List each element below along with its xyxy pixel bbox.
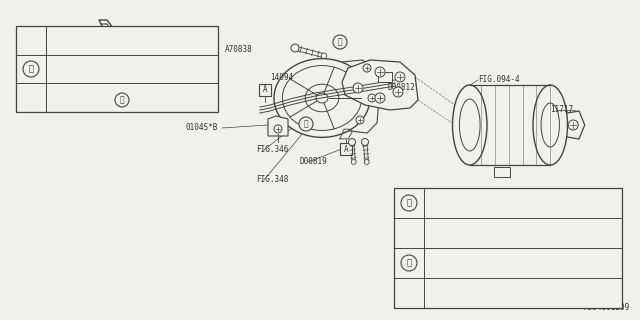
Ellipse shape [533, 85, 568, 165]
Text: FIG.348: FIG.348 [256, 175, 289, 185]
Polygon shape [268, 116, 288, 136]
Text: ①: ① [120, 95, 124, 105]
Text: ①: ① [29, 65, 33, 74]
Circle shape [291, 44, 299, 52]
Bar [378, 72, 392, 82]
Circle shape [321, 53, 327, 59]
Circle shape [115, 93, 129, 107]
Text: ②: ② [304, 119, 308, 129]
Text: ③: ③ [338, 37, 342, 46]
Text: A094001209: A094001209 [584, 303, 630, 312]
Text: A70861(-'08MY0804): A70861(-'08MY0804) [428, 200, 504, 206]
Bar [16, 26, 218, 112]
Circle shape [274, 125, 282, 133]
Text: ②: ② [406, 198, 412, 207]
Text: 0167S  ('09MY0803- ): 0167S ('09MY0803- ) [428, 230, 513, 236]
Ellipse shape [282, 66, 362, 131]
Text: A: A [344, 145, 348, 154]
Ellipse shape [541, 103, 559, 147]
Text: K21840('06MY0410-'06MY0603): K21840('06MY0410-'06MY0603) [50, 66, 164, 72]
Circle shape [333, 35, 347, 49]
Circle shape [393, 87, 403, 97]
Circle shape [299, 117, 313, 131]
Circle shape [364, 159, 369, 164]
Text: K21837('06MY0603- ): K21837('06MY0603- ) [50, 94, 131, 101]
Text: FIG.094-4: FIG.094-4 [478, 76, 520, 84]
Text: FRONT: FRONT [76, 37, 104, 53]
Polygon shape [342, 60, 418, 110]
Text: D00819('09MY0803- ): D00819('09MY0803- ) [428, 290, 509, 296]
Text: FIG.346: FIG.346 [256, 146, 289, 155]
Circle shape [375, 67, 385, 77]
Circle shape [356, 116, 364, 124]
Bar [340, 143, 352, 155]
Text: 0104S*B: 0104S*B [185, 124, 218, 132]
Text: K21834( -'05MY0505): K21834( -'05MY0505) [50, 37, 131, 44]
Ellipse shape [305, 84, 339, 112]
Circle shape [351, 159, 356, 164]
Ellipse shape [274, 59, 370, 137]
Text: A70838: A70838 [225, 45, 253, 54]
Circle shape [395, 72, 405, 82]
Circle shape [362, 139, 369, 146]
Text: 14094: 14094 [270, 74, 293, 83]
Circle shape [568, 120, 579, 130]
Circle shape [363, 64, 371, 72]
Bar [494, 167, 510, 177]
Ellipse shape [316, 93, 328, 103]
Text: D00819: D00819 [300, 157, 328, 166]
Text: 031IS   (-'08MY0804): 031IS (-'08MY0804) [428, 260, 513, 266]
Circle shape [23, 61, 39, 77]
Circle shape [353, 83, 363, 93]
Bar [259, 84, 271, 96]
Circle shape [349, 139, 355, 146]
Text: 11717: 11717 [550, 106, 573, 115]
Text: A: A [262, 85, 268, 94]
Text: ③: ③ [406, 259, 412, 268]
Bar [394, 188, 622, 308]
Text: D00812: D00812 [388, 84, 416, 92]
Circle shape [401, 255, 417, 271]
Circle shape [401, 195, 417, 211]
Circle shape [375, 93, 385, 103]
Ellipse shape [452, 85, 487, 165]
Ellipse shape [460, 99, 480, 151]
Circle shape [368, 94, 376, 102]
